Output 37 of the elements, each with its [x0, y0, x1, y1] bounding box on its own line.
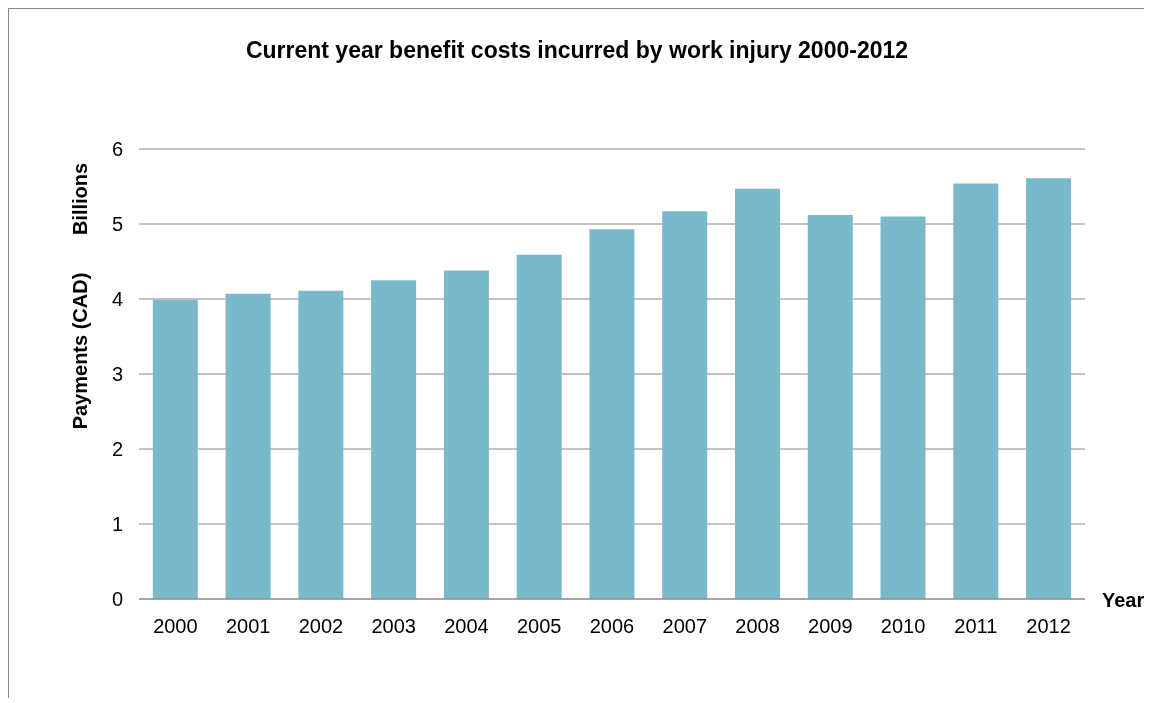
x-tick-label: 2000: [153, 615, 198, 638]
bar: [298, 290, 344, 599]
bar: [443, 270, 489, 599]
y-tick-label: 1: [111, 513, 123, 536]
bar: [589, 229, 635, 599]
x-tick-label: 2011: [954, 615, 998, 638]
x-tick-label: 2005: [516, 615, 562, 638]
y-tick-label: 4: [111, 288, 123, 311]
x-tick-label: 2009: [808, 615, 853, 638]
x-tick-label: 2008: [735, 615, 780, 638]
x-tick-label: 2012: [1026, 615, 1071, 638]
bar: [152, 299, 198, 599]
y-axis-title: Payments (CAD): [68, 272, 92, 430]
y-tick-label: 6: [111, 138, 123, 161]
x-tick-label: 2004: [444, 615, 489, 638]
bar: [371, 280, 417, 599]
bar: [1026, 178, 1072, 599]
x-tick-label: 2002: [298, 615, 344, 638]
chart-title: Current year benefit costs incurred by work injury 2000-2012: [244, 37, 910, 64]
bar: [807, 215, 853, 599]
y-tick-label: 0: [111, 588, 123, 611]
bar: [662, 211, 708, 599]
bar: [880, 216, 926, 599]
bar: [516, 254, 562, 599]
bar: [734, 188, 780, 599]
x-tick-label: 2006: [589, 615, 635, 638]
y-tick-label: 2: [111, 438, 123, 461]
x-tick-label: 2003: [371, 615, 416, 638]
bar: [953, 183, 999, 599]
x-axis-title: Year: [1102, 589, 1145, 612]
y-tick-label: 3: [111, 363, 123, 386]
y-tick-label: 5: [111, 213, 123, 236]
x-tick-label: 2001: [225, 615, 271, 638]
x-tick-label: 2007: [662, 615, 708, 638]
text: Billions: [68, 162, 92, 236]
bar: [225, 293, 271, 599]
x-tick-label: 2010: [880, 615, 926, 638]
